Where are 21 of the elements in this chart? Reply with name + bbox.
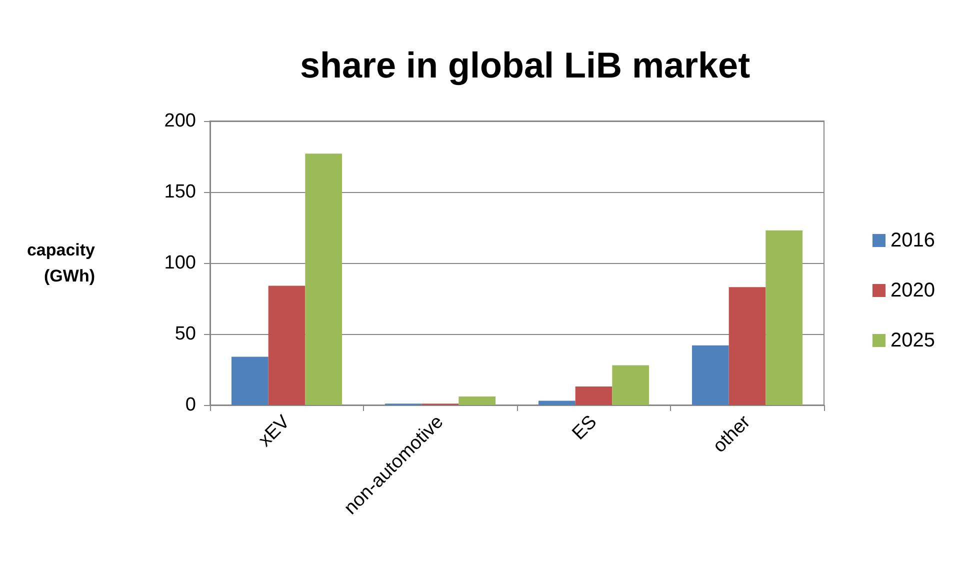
bar: [231, 356, 268, 405]
y-tick-label: 100: [164, 252, 196, 274]
legend-label: 2025: [890, 330, 936, 352]
bar: [728, 287, 766, 405]
y-tick-label: 150: [164, 182, 196, 202]
legend-label: 2020: [890, 280, 936, 302]
y-tick-label: 50: [174, 324, 196, 344]
bar: [538, 400, 576, 405]
x-tick-label: ES: [568, 412, 602, 444]
legend-label: 2016: [890, 230, 936, 252]
bar: [305, 154, 342, 405]
bar: [575, 386, 612, 405]
bar: [692, 345, 729, 405]
bar: [268, 286, 306, 405]
chart-title: share in global LiB market: [300, 44, 750, 86]
y-axis-title: capacity (GWh): [26, 240, 96, 286]
bar: [612, 365, 650, 405]
bar: [458, 396, 496, 405]
y-tick-label: 0: [185, 394, 196, 416]
y-tick-label: 200: [164, 110, 196, 132]
bar: [766, 230, 803, 405]
